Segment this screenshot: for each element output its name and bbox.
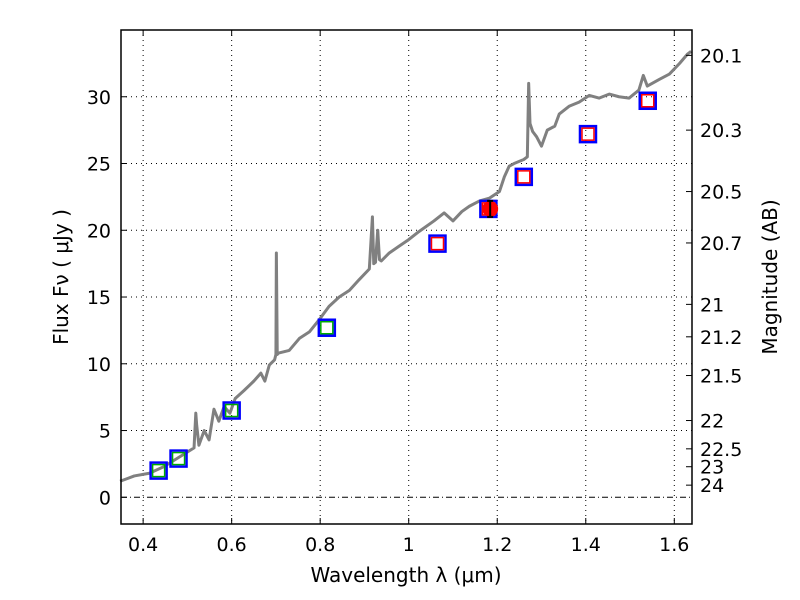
x-tick-label: 0.8 bbox=[305, 534, 335, 556]
magnitude-tick-label: 20.3 bbox=[700, 120, 742, 142]
magnitude-tick-label: 21.5 bbox=[700, 366, 742, 388]
x-tick-label: 1.2 bbox=[482, 534, 512, 556]
magnitude-tick-label: 20.5 bbox=[700, 182, 742, 204]
photometry-outer-marker bbox=[428, 234, 447, 253]
magnitude-tick-label: 22.5 bbox=[700, 439, 742, 461]
y-tick-label: 15 bbox=[87, 287, 111, 309]
plot-area bbox=[119, 50, 693, 483]
x-axis-label: Wavelength λ (μm) bbox=[310, 563, 501, 587]
photometry-inner-marker bbox=[517, 170, 531, 184]
magnitude-tick-label: 22 bbox=[700, 411, 724, 433]
y-axis-label: Flux Fν ( μJy ) bbox=[49, 209, 73, 345]
y-tick-label: 25 bbox=[87, 154, 111, 176]
photometry-outer-marker bbox=[578, 124, 598, 144]
x-tick-label: 1.4 bbox=[571, 534, 601, 556]
y-tick-label: 30 bbox=[87, 87, 111, 109]
y-tick-label: 5 bbox=[99, 421, 111, 443]
magnitude-tick-label: 21 bbox=[700, 294, 724, 316]
y-tick-label: 20 bbox=[87, 220, 111, 242]
x-tick-label: 1.6 bbox=[659, 534, 689, 556]
photometry-inner-marker bbox=[640, 94, 655, 108]
photometry-inner-marker bbox=[581, 127, 595, 141]
x-tick-label: 0.6 bbox=[217, 534, 247, 556]
photometry-outer-marker bbox=[317, 318, 337, 337]
y-tick-label: 0 bbox=[99, 487, 111, 509]
photometry-inner-marker bbox=[171, 451, 186, 466]
x-tick-label: 1 bbox=[403, 534, 415, 556]
photometry-outer-marker bbox=[638, 91, 657, 111]
magnitude-tick-label: 24 bbox=[700, 475, 724, 497]
photometry-inner-marker bbox=[430, 236, 445, 251]
magnitude-tick-label: 23 bbox=[700, 457, 724, 479]
photometry-outer-marker bbox=[149, 461, 168, 480]
magnitude-tick-label: 20.7 bbox=[700, 233, 742, 255]
photometry-outer-marker bbox=[169, 449, 188, 468]
photometry-inner-marker bbox=[224, 403, 239, 418]
magnitude-tick-label: 20.1 bbox=[700, 45, 742, 67]
photometry-inner-marker bbox=[320, 320, 334, 335]
magnitude-tick-label: 21.2 bbox=[700, 327, 742, 349]
axes: 0.4 0.6 0.8 1 1.2 1.4 1.6 0 5 10 15 20 25 30 20.1 20.3 2… bbox=[87, 29, 742, 556]
y2-axis-label: Magnitude (AB) bbox=[758, 199, 782, 354]
plot-frame bbox=[120, 29, 693, 525]
photometry-outer-marker bbox=[222, 401, 241, 420]
photometry-outer-marker bbox=[514, 167, 534, 187]
y-tick-label: 10 bbox=[87, 354, 111, 376]
x-tick-label: 0.4 bbox=[128, 534, 158, 556]
photometry-inner-marker bbox=[151, 463, 166, 478]
